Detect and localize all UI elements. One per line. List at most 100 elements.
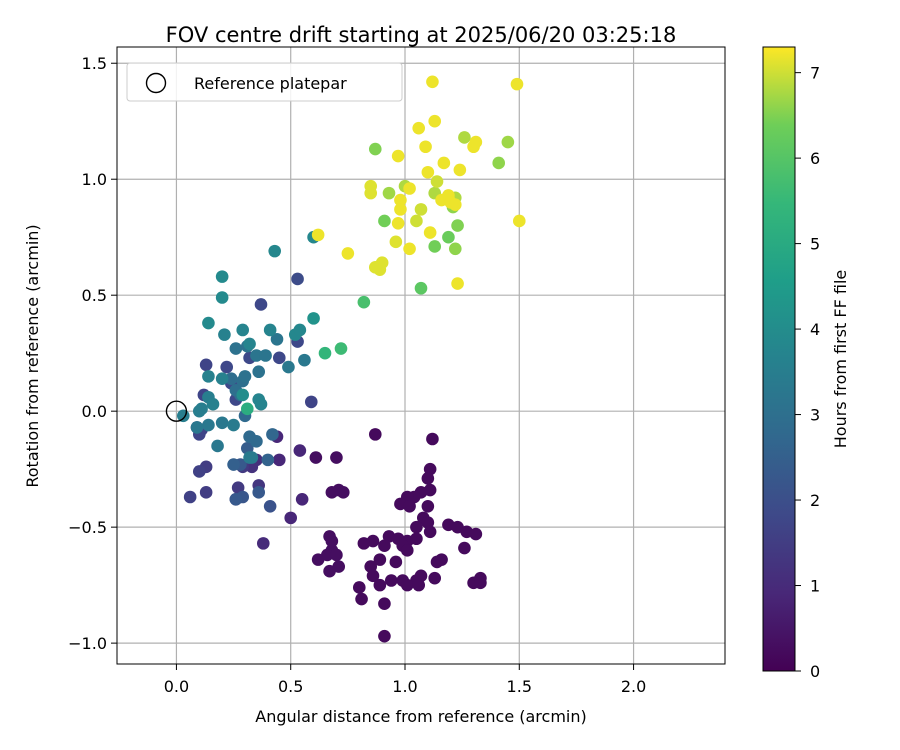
data-point [202,370,215,383]
data-point [373,578,387,592]
colorbar-tick-label: 7 [810,64,820,83]
data-point [190,421,204,434]
data-point [282,360,295,374]
data-point [307,312,320,325]
data-point [451,277,464,290]
data-point [199,358,213,372]
data-point [323,564,336,578]
data-point [419,140,432,154]
data-point [236,323,250,337]
colorbar-tick-label: 3 [810,406,820,425]
data-point [428,571,442,585]
data-point [295,493,309,506]
data-point [421,499,435,513]
data-point [192,465,206,478]
data-point [389,235,403,249]
data-point [293,323,307,337]
data-point [428,240,442,253]
data-point [428,114,442,128]
data-point [426,432,439,446]
data-point [341,247,355,260]
data-point [352,581,366,594]
data-point [492,156,506,170]
data-point [378,214,391,228]
colorbar-tick-label: 5 [810,235,820,254]
data-point [293,444,307,457]
colorbar-gradient [762,46,796,672]
data-point [202,418,215,432]
data-point [259,349,272,362]
data-point [458,131,471,144]
colorbar-tick-label: 6 [810,149,820,168]
colorbar-tick-label: 0 [810,662,820,681]
data-point [323,530,336,543]
colorbar-label: Hours from first FF file [831,270,850,449]
data-point [330,451,343,464]
data-point [268,244,282,258]
data-point [218,328,231,341]
x-tick-label: 0.5 [278,677,303,696]
data-point [263,323,277,337]
data-point [357,537,371,550]
x-axis-ticks: 0.0 0.5 1.0 1.5 2.0 [164,664,646,696]
y-tick-label: 0.5 [82,286,107,305]
data-point [206,397,220,411]
data-point [378,597,391,610]
legend-label: Reference platepar [194,74,347,93]
data-points [176,75,526,643]
data-point [199,486,213,499]
y-axis-ticks: −1.0 −0.5 0.0 0.5 1.0 1.5 [68,54,117,653]
data-point [442,230,455,244]
data-point [229,493,243,506]
data-point [215,270,229,283]
data-point [437,156,451,170]
y-tick-label: 0.0 [82,402,107,421]
y-tick-label: 1.0 [82,170,107,189]
data-point [357,295,371,309]
data-point [435,553,448,566]
data-point [270,332,284,346]
x-tick-label: 1.5 [507,677,532,696]
data-point [250,435,263,448]
data-point [394,203,407,216]
data-point [183,490,197,504]
data-point [229,342,243,355]
data-point [414,203,428,216]
data-point [284,511,298,525]
data-point [451,219,464,232]
data-point [318,346,332,360]
data-point [410,520,423,534]
legend-box [126,62,403,102]
reference-marker [165,400,188,422]
chart-title: FOV centre drift starting at 2025/06/20 … [166,23,677,47]
data-point [375,256,389,270]
data-point [368,142,382,156]
data-point [373,553,387,566]
data-point [254,397,268,411]
data-point [389,555,403,569]
data-point [263,499,277,513]
data-point [311,553,325,566]
data-point [238,370,252,383]
data-point [254,298,268,311]
data-point [304,395,318,409]
data-point [227,418,240,432]
data-point [298,353,311,367]
data-point [421,165,435,179]
data-point [403,499,416,513]
y-axis-label: Rotation from reference (arcmin) [23,224,42,487]
data-point [309,451,323,464]
data-point [215,291,229,304]
data-point [272,453,286,467]
data-point [391,216,405,230]
reference-platepar-marker [165,400,188,422]
data-point [364,186,378,200]
data-point [403,182,416,195]
y-tick-label: −0.5 [68,518,107,537]
data-point [421,472,435,485]
data-point [215,416,229,430]
colorbar-tick-label: 2 [810,491,820,510]
data-point [410,214,423,228]
x-tick-label: 0.0 [164,677,189,696]
